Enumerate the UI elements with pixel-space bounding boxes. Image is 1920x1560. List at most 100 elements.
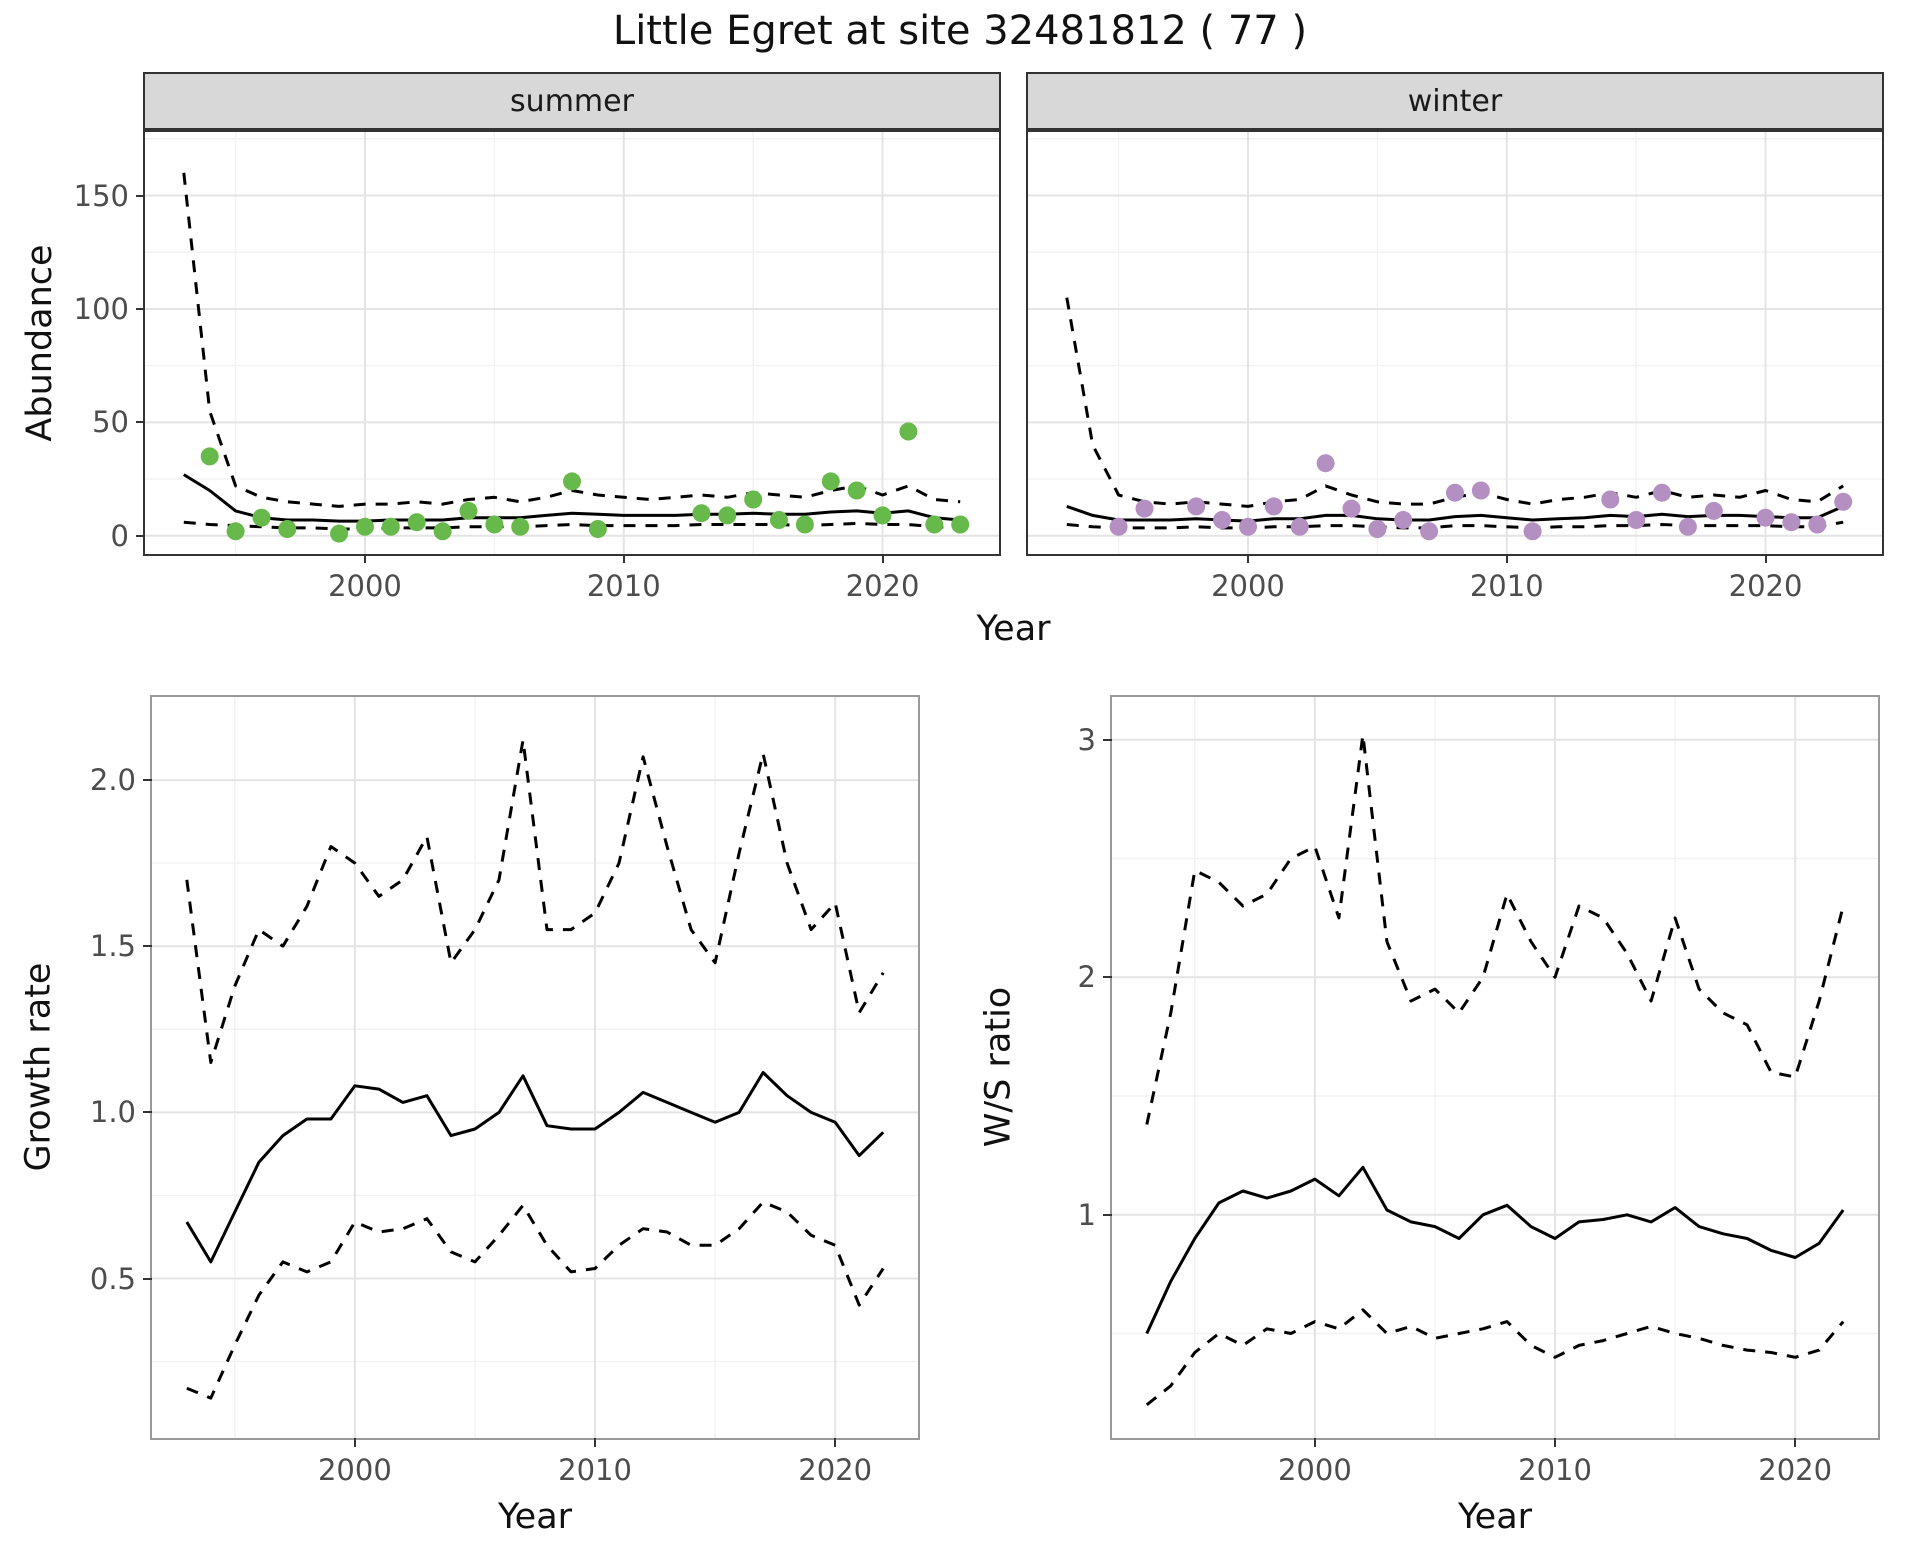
- data-point: [1420, 522, 1439, 541]
- y-tick-label: 1.0: [89, 1095, 136, 1130]
- data-point: [1601, 490, 1620, 509]
- y-tick-label: 0.5: [89, 1261, 136, 1296]
- plot-svg: [152, 697, 918, 1438]
- x-tick-label: 2010: [586, 569, 661, 603]
- data-point: [356, 517, 374, 536]
- data-point: [1316, 454, 1335, 473]
- data-point: [511, 517, 530, 536]
- x-tick-label: 2000: [328, 569, 402, 603]
- data-point: [1808, 515, 1827, 534]
- mean-line: [1145, 1165, 1845, 1335]
- data-point: [873, 506, 892, 525]
- x-tick-mark: [1505, 554, 1508, 563]
- x-tick-mark: [594, 1438, 597, 1447]
- data-point: [1394, 511, 1413, 529]
- y-tick-label: 2: [1077, 960, 1096, 995]
- data-point: [200, 447, 219, 466]
- y-tick-label: 1: [1077, 1197, 1096, 1232]
- x-tick-label: 2020: [1728, 569, 1803, 603]
- data-point: [1627, 511, 1646, 529]
- mean-line: [185, 1071, 885, 1264]
- data-point: [1187, 497, 1206, 516]
- data-point: [1653, 483, 1671, 502]
- data-point: [1678, 517, 1697, 536]
- data-point: [718, 506, 737, 525]
- data-point: [821, 472, 840, 491]
- x-tick-label: 2020: [798, 1453, 873, 1487]
- y-tick-mark: [136, 534, 145, 537]
- x-tick-mark: [1794, 1438, 1797, 1447]
- data-point: [226, 522, 245, 541]
- data-point: [1213, 511, 1232, 529]
- data-point: [1782, 513, 1801, 532]
- panel-ws-ratio: 2000 2010 2020 1 2 3: [1078, 695, 1880, 1487]
- mean-line: [183, 473, 961, 523]
- x-tick-label: 2010: [1518, 1453, 1592, 1487]
- lower-ci-line: [186, 1200, 885, 1400]
- data-point: [692, 504, 711, 523]
- y-tick-mark: [143, 1277, 152, 1280]
- data-point: [1264, 497, 1283, 516]
- y-tick-mark: [1103, 976, 1112, 979]
- data-point: [588, 520, 607, 538]
- data-point: [770, 511, 788, 529]
- data-point: [744, 490, 763, 509]
- upper-ci-line: [1145, 733, 1845, 1125]
- data-point: [951, 515, 970, 534]
- data-point: [563, 472, 581, 491]
- y-tick-label: 50: [92, 405, 129, 440]
- plot-svg: [1028, 132, 1882, 554]
- facet-strip-summer: summer: [143, 72, 1001, 130]
- data-point: [433, 522, 452, 541]
- y-tick-mark: [1103, 1213, 1112, 1216]
- lower-ci-line: [183, 520, 961, 531]
- y-tick-label: 100: [73, 291, 129, 326]
- data-point: [381, 517, 400, 536]
- data-point: [1239, 517, 1257, 536]
- plot-svg: [145, 132, 999, 554]
- lower-ci-line: [1066, 520, 1844, 530]
- x-tick-label: 2010: [1469, 569, 1544, 603]
- data-point: [899, 422, 918, 441]
- y-tick-label: 0: [110, 518, 129, 553]
- x-tick-label: 2010: [558, 1453, 632, 1487]
- y-tick-mark: [136, 307, 145, 310]
- data-point: [252, 508, 271, 527]
- facet-strip-winter: winter: [1026, 72, 1884, 130]
- panel-abundance-summer: 2000 2010 2020 0 50 100 150: [74, 130, 1001, 603]
- data-point: [485, 515, 504, 534]
- y-axis-title-abundance: Abundance: [20, 244, 60, 442]
- x-tick-mark: [1313, 1438, 1316, 1447]
- x-tick-mark: [1246, 554, 1249, 563]
- y-tick-label: 3: [1077, 722, 1096, 757]
- mean-line: [1066, 504, 1844, 523]
- y-tick-mark: [136, 421, 145, 424]
- y-tick-mark: [1103, 738, 1112, 741]
- data-point: [1135, 499, 1154, 518]
- x-axis-title-year-ws: Year: [1457, 1497, 1533, 1537]
- x-tick-label: 2000: [1211, 569, 1285, 603]
- plot-svg: [1112, 697, 1878, 1438]
- facet-strip-summer-label: summer: [510, 83, 634, 119]
- y-tick-label: 2.0: [89, 763, 136, 798]
- x-tick-mark: [834, 1438, 837, 1447]
- data-point: [278, 520, 297, 538]
- x-tick-label: 2020: [1758, 1453, 1833, 1487]
- y-tick-mark: [136, 194, 145, 197]
- data-point: [1704, 501, 1723, 520]
- x-axis-title-year-top: Year: [976, 609, 1051, 649]
- data-point: [1109, 517, 1128, 536]
- data-point: [1834, 492, 1853, 511]
- y-tick-label: 1.5: [89, 929, 136, 964]
- x-tick-mark: [353, 1438, 356, 1447]
- data-point: [1290, 517, 1309, 536]
- x-axis-title-year-growth: Year: [497, 1497, 573, 1537]
- x-tick-mark: [1764, 554, 1767, 563]
- x-tick-label: 2020: [845, 569, 920, 603]
- chart-title: Little Egret at site 32481812 ( 77 ): [612, 8, 1308, 54]
- data-point: [407, 513, 426, 532]
- data-point: [1342, 499, 1361, 518]
- panel-growth-rate: 2000 2010 2020 0.5 1.0 1.5 2.0: [90, 695, 920, 1487]
- x-tick-label: 2000: [317, 1453, 392, 1487]
